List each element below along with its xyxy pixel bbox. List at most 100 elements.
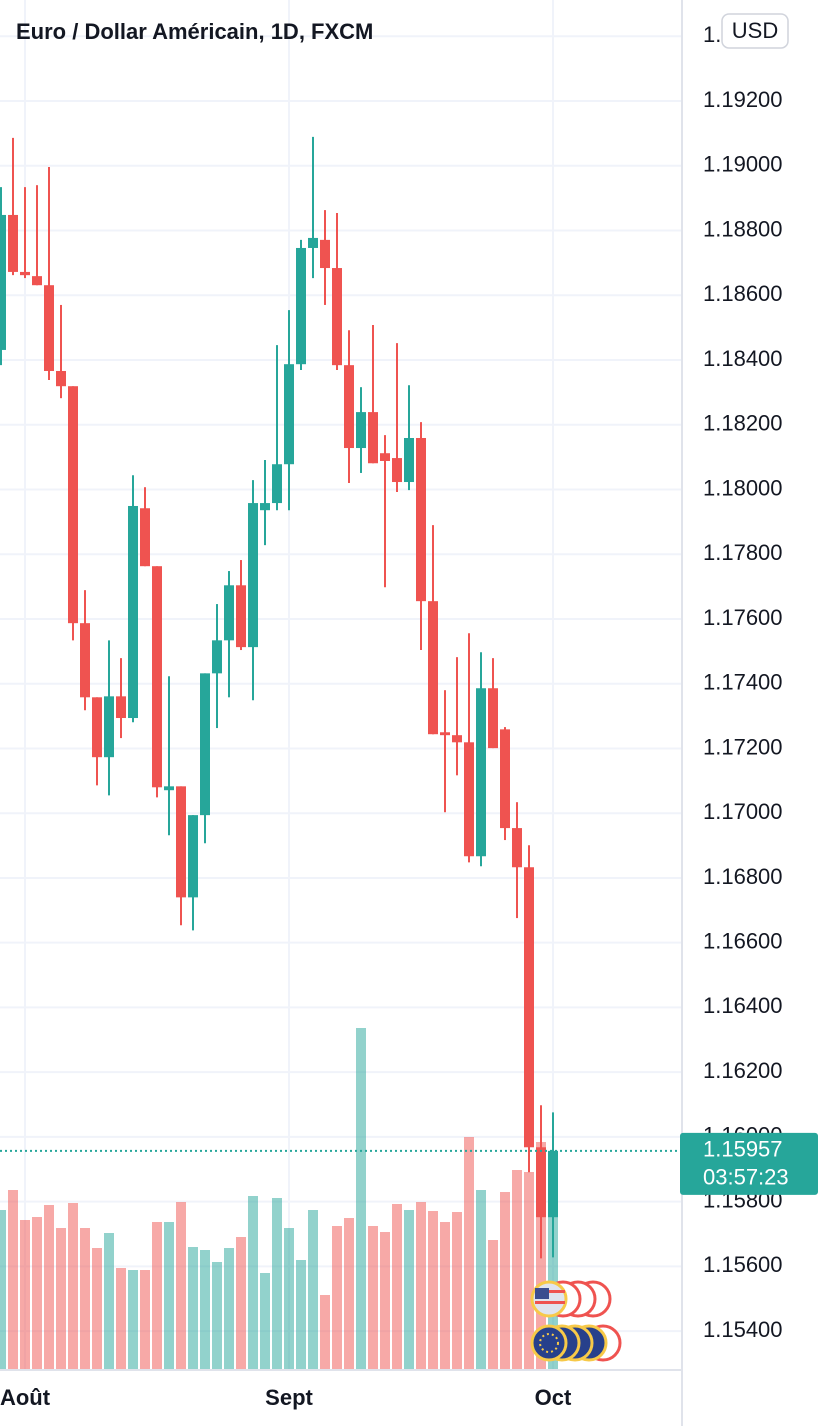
volume-bar xyxy=(392,1204,402,1370)
candle-body xyxy=(380,453,390,461)
y-tick-label: 1.18400 xyxy=(703,346,783,371)
candle-body xyxy=(32,276,42,286)
candle-body xyxy=(488,688,498,749)
y-tick-label: 1.18200 xyxy=(703,411,783,436)
chart-title: Euro / Dollar Américain, 1D, FXCM xyxy=(16,19,373,44)
candle-body xyxy=(92,697,102,758)
candle-body xyxy=(56,370,66,387)
volume-bar xyxy=(212,1262,222,1370)
volume-bar xyxy=(512,1170,522,1370)
x-tick-label: Oct xyxy=(535,1385,572,1410)
candle-body xyxy=(116,696,126,719)
y-tick-label: 1.16800 xyxy=(703,864,783,889)
y-tick-label: 1.17600 xyxy=(703,605,783,630)
volume-bar xyxy=(284,1228,294,1370)
volume-bar xyxy=(68,1203,78,1370)
candle-body xyxy=(344,365,354,449)
currency-label: USD xyxy=(732,18,778,43)
candle-body xyxy=(20,271,30,276)
volume-bar xyxy=(20,1220,30,1370)
volume-bar xyxy=(320,1295,330,1370)
candle-body xyxy=(200,673,210,816)
volume-bar xyxy=(224,1248,234,1370)
candle-body xyxy=(164,786,174,791)
candle-body xyxy=(320,239,330,269)
y-tick-label: 1.17800 xyxy=(703,540,783,565)
candle-body xyxy=(428,601,438,735)
volume-bar xyxy=(116,1268,126,1370)
volume-bar xyxy=(80,1228,90,1370)
candle-body xyxy=(308,237,318,248)
y-tick-label: 1.15600 xyxy=(703,1252,783,1277)
volume-bar xyxy=(380,1232,390,1370)
y-tick-label: 1.19200 xyxy=(703,87,783,112)
volume-bar xyxy=(272,1198,282,1370)
volume-bar xyxy=(476,1190,486,1370)
y-tick-label: 1.17400 xyxy=(703,670,783,695)
candle-body xyxy=(368,412,378,464)
candle-body xyxy=(416,437,426,602)
candle-body xyxy=(236,585,246,648)
y-tick-label: 1.15400 xyxy=(703,1317,783,1342)
candle-body xyxy=(536,1147,546,1218)
candle-body xyxy=(332,268,342,366)
candle-body xyxy=(464,742,474,857)
candle-body xyxy=(212,640,222,674)
volume-bar xyxy=(440,1222,450,1370)
volume-bar xyxy=(44,1205,54,1370)
y-tick-label: 1.18800 xyxy=(703,216,783,241)
volume-bar xyxy=(452,1212,462,1370)
volume-bar xyxy=(32,1217,42,1370)
candle-body xyxy=(260,503,270,511)
volume-bar xyxy=(260,1273,270,1370)
candle-body xyxy=(128,505,138,719)
candle-body xyxy=(524,867,534,1148)
candle-body xyxy=(548,1150,558,1218)
candle-body xyxy=(80,623,90,698)
volume-bar xyxy=(416,1202,426,1370)
volume-bar xyxy=(56,1228,66,1370)
candle-body xyxy=(440,732,450,736)
price-label-box xyxy=(680,1132,818,1195)
candle-body xyxy=(272,464,282,504)
candle-body xyxy=(452,735,462,743)
volume-bar xyxy=(404,1210,414,1370)
candle-body xyxy=(248,503,258,648)
volume-bar xyxy=(464,1137,474,1370)
volume-bar xyxy=(164,1222,174,1370)
y-tick-label: 1.16400 xyxy=(703,993,783,1018)
volume-bar xyxy=(368,1226,378,1370)
y-tick-label: 1.16200 xyxy=(703,1058,783,1083)
candle-body xyxy=(476,688,486,857)
candle-body xyxy=(404,437,414,483)
x-tick-label: Sept xyxy=(265,1385,313,1410)
volume-bar xyxy=(128,1270,138,1370)
candle-body xyxy=(176,786,186,898)
currency-badge xyxy=(721,13,789,49)
countdown: 03:57:23 xyxy=(703,1165,789,1190)
volume-bar xyxy=(356,1028,366,1370)
candle-body xyxy=(500,729,510,829)
y-tick-label: 1.19000 xyxy=(703,152,783,177)
y-tick-label: 1.18600 xyxy=(703,281,783,306)
event-icons xyxy=(530,1280,622,1362)
volume-bar xyxy=(248,1196,258,1370)
candle-body xyxy=(356,412,366,449)
candle-body xyxy=(392,458,402,483)
volume-bar xyxy=(92,1248,102,1370)
candle-body xyxy=(224,585,234,641)
volume-bar xyxy=(188,1247,198,1370)
volume-bar xyxy=(8,1190,18,1370)
y-tick-label: 1.17000 xyxy=(703,799,783,824)
candle-body xyxy=(44,285,54,371)
volume-bar xyxy=(152,1222,162,1370)
y-tick-label: 1.18000 xyxy=(703,475,783,500)
candle-body xyxy=(152,566,162,788)
volume-bar xyxy=(308,1210,318,1370)
candle-body xyxy=(512,828,522,868)
y-tick-label: 1.16600 xyxy=(703,928,783,953)
volume-bar xyxy=(428,1211,438,1370)
candle-body xyxy=(68,386,78,624)
candle-body xyxy=(296,247,306,365)
